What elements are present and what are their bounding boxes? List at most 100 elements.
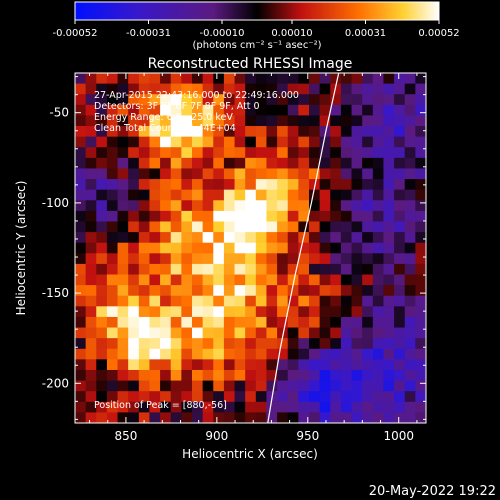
heatmap-cell [85,73,97,85]
heatmap-cell [309,126,321,138]
heatmap-cell [192,412,204,423]
heatmap-cell [245,253,257,265]
heatmap-cell [106,179,119,191]
heatmap-cell [160,221,172,233]
heatmap-cell [85,295,97,307]
heatmap-cell [181,157,193,170]
heatmap-cell [309,104,321,117]
heatmap-cell [298,136,310,148]
heatmap-cell [202,83,214,95]
heatmap-cell [117,306,129,318]
heatmap-cell [404,179,416,191]
heatmap-cell [383,253,395,265]
heatmap-cell [223,200,236,212]
heatmap-cell [415,316,426,329]
heatmap-cell [117,412,129,423]
heatmap-cell [106,369,119,382]
heatmap-cell [245,168,257,180]
heatmap-cell [138,83,151,95]
heatmap-cell [245,157,257,170]
heatmap-cell [266,348,278,360]
heatmap-cell [149,295,161,307]
heatmap-cell [128,242,140,254]
heatmap-cell [138,316,151,329]
heatmap-cell [192,221,204,233]
heatmap-cell [330,73,342,85]
heatmap-cell [202,285,214,297]
heatmap-cell [106,147,119,159]
heatmap-cell [234,253,246,265]
heatmap-cell [149,73,161,85]
heatmap-cell [255,157,268,170]
heatmap-cell [266,274,278,286]
heatmap-cell [330,338,342,350]
heatmap-cell [351,380,363,392]
heatmap-cell [117,157,129,170]
heatmap-cell [287,316,299,329]
heatmap-cell [192,285,204,297]
heatmap-cell [287,83,299,95]
heatmap-cell [128,285,140,297]
heatmap-cell [394,157,406,170]
heatmap-cell [170,179,182,191]
heatmap-cell [75,83,87,95]
heatmap-cell [372,210,385,223]
heatmap-cell [106,168,119,180]
heatmap-cell [415,168,426,180]
heatmap-cell [394,263,406,276]
heatmap-cell [202,232,214,244]
heatmap-cell [138,380,151,392]
heatmap-cell [415,200,426,212]
heatmap-cell [266,168,278,180]
heatmap-cell [75,210,87,223]
heatmap-cell [128,126,140,138]
heatmap-cell [266,157,278,170]
heatmap-cell [96,136,108,148]
heatmap-cell [213,210,225,223]
heatmap-cell [75,348,87,360]
heatmap-cell [298,179,310,191]
heatmap-cell [75,338,87,350]
heatmap-cell [160,316,172,329]
heatmap-cell [170,200,182,212]
heatmap-cell [319,157,331,170]
heatmap-cell [75,263,87,276]
heatmap-cell [340,412,353,423]
plot-frame [74,72,427,424]
heatmap-cell [234,338,246,350]
heatmap-cell [287,274,299,286]
heatmap-cell [75,115,87,127]
heatmap-cell [234,157,246,170]
heatmap-cell [404,263,416,276]
heatmap-cell [223,73,236,85]
heatmap-cell [213,221,225,233]
heatmap-cell [223,147,236,159]
heatmap-cell [192,369,204,382]
x-axis-ticks: 850 900 950 1000 [89,73,418,443]
heatmap-cell [287,189,299,201]
heatmap-cell [404,285,416,297]
heatmap-cell [277,147,289,159]
heatmap-cell [234,189,246,201]
heatmap-cell [85,401,97,413]
heatmap-cell [213,115,225,127]
heatmap-cell [404,73,416,85]
heatmap-cell [287,179,299,191]
heatmap-cell [287,157,299,170]
heatmap-cell [160,189,172,201]
heatmap-cell [372,359,385,371]
heatmap-cell [287,369,299,382]
heatmap-cell [160,83,172,95]
heatmap-cell [362,179,374,191]
heatmap-cell [160,285,172,297]
heatmap-cell [85,412,97,423]
heatmap-cell [404,221,416,233]
heatmap-cell [362,338,374,350]
heatmap-cell [117,274,129,286]
heatmap-cell [170,274,182,286]
y-tick-label: -100 [42,196,69,210]
heatmap-cell [255,348,268,360]
heatmap-cell [181,126,193,138]
heatmap-cell [319,263,331,276]
heatmap-cell [128,369,140,382]
